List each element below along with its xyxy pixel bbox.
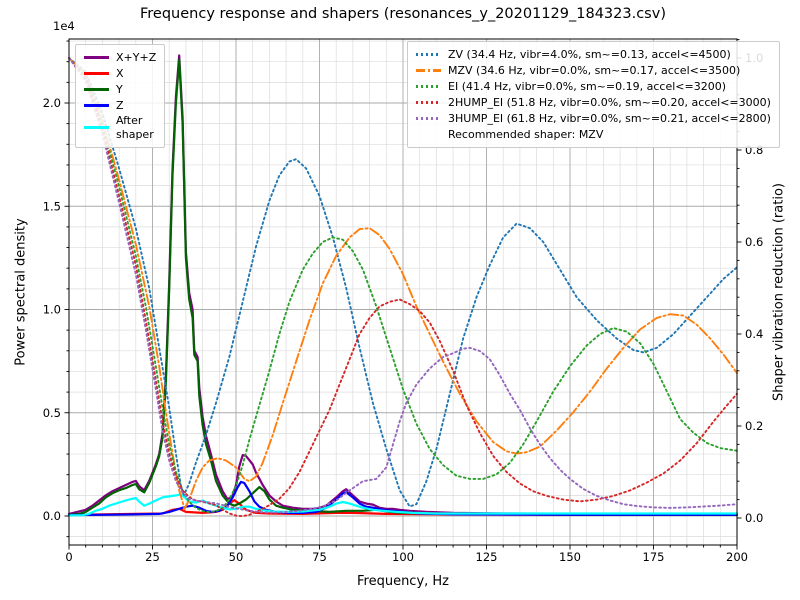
svg-text:150: 150 xyxy=(559,550,581,564)
series-MZV xyxy=(68,57,738,510)
svg-text:0: 0 xyxy=(65,550,72,564)
svg-text:50: 50 xyxy=(229,550,244,564)
x-axis-label: Frequency, Hz xyxy=(356,574,450,589)
xyz-line-sample xyxy=(84,56,109,59)
recommended-shaper-note: Recommended shaper: MZV xyxy=(448,127,604,141)
legend-item-label: ZV (34.4 Hz, vibr=4.0%, sm~=0.13, accel<… xyxy=(448,47,731,61)
svg-text:0.4: 0.4 xyxy=(745,327,763,341)
legend-item-3hump-ei: 3HUMP_EI (61.8 Hz, vibr=0.0%, sm~=0.21, … xyxy=(416,111,771,126)
right-y-axis-label: Shaper vibration reduction (ratio) xyxy=(771,183,787,401)
legend-item-label: X+Y+Z xyxy=(116,50,157,64)
chart-title: Frequency response and shapers (resonanc… xyxy=(140,6,666,22)
legend-item-label: MZV (34.6 Hz, vibr=0.0%, sm~=0.17, accel… xyxy=(448,63,741,77)
left-y-axis-label: Power spectral density xyxy=(13,218,29,366)
svg-text:75: 75 xyxy=(312,550,327,564)
svg-text:0.2: 0.2 xyxy=(745,419,763,433)
3hump-ei-line-sample xyxy=(416,117,441,120)
svg-text:1.0: 1.0 xyxy=(43,303,61,317)
svg-text:2.0: 2.0 xyxy=(43,96,61,110)
legend-item-after-shaper: After shaper xyxy=(84,114,156,142)
x-line-sample xyxy=(84,72,109,75)
svg-text:0.0: 0.0 xyxy=(745,511,763,525)
legend-item-label: Y xyxy=(116,82,123,96)
legend-item-xyz: X+Y+Z xyxy=(84,50,156,65)
svg-text:0.0: 0.0 xyxy=(43,509,61,523)
psd-legend: X+Y+Z X Y Z After shaper xyxy=(75,44,166,148)
legend-item-x: X xyxy=(84,66,156,81)
series-3HUMP_EI xyxy=(68,57,738,514)
2hump-ei-line-sample xyxy=(416,101,441,104)
series-ZV xyxy=(68,57,738,508)
z-line-sample xyxy=(84,104,109,107)
shapers-legend: ZV (34.4 Hz, vibr=4.0%, sm~=0.13, accel<… xyxy=(407,41,780,148)
svg-text:125: 125 xyxy=(476,550,498,564)
legend-item-2hump-ei: 2HUMP_EI (51.8 Hz, vibr=0.0%, sm~=0.20, … xyxy=(416,95,771,110)
legend-item-label: After shaper xyxy=(116,114,154,141)
legend-item-y: Y xyxy=(84,82,156,97)
y-line-sample xyxy=(84,88,109,91)
legend-item-z: Z xyxy=(84,98,156,113)
series-Y xyxy=(67,58,739,517)
svg-text:200: 200 xyxy=(726,550,748,564)
legend-item-label: 3HUMP_EI (61.8 Hz, vibr=0.0%, sm~=0.21, … xyxy=(448,111,771,125)
legend-item-label: EI (41.4 Hz, vibr=0.0%, sm~=0.19, accel<… xyxy=(448,79,726,93)
zv-line-sample xyxy=(416,53,441,56)
axis-offset-label: 1e4 xyxy=(53,19,75,33)
legend-item-label: X xyxy=(116,66,124,80)
legend-item-label: 2HUMP_EI (51.8 Hz, vibr=0.0%, sm~=0.20, … xyxy=(448,95,771,109)
svg-text:25: 25 xyxy=(145,550,160,564)
svg-text:0.6: 0.6 xyxy=(745,235,763,249)
svg-text:1.5: 1.5 xyxy=(43,199,61,213)
after-shaper-line-sample xyxy=(84,126,109,130)
legend-item-ei: EI (41.4 Hz, vibr=0.0%, sm~=0.19, accel<… xyxy=(416,79,771,94)
legend-item-label: Z xyxy=(116,98,124,112)
ei-line-sample xyxy=(416,85,441,88)
svg-text:100: 100 xyxy=(392,550,414,564)
legend-item-zv: ZV (34.4 Hz, vibr=4.0%, sm~=0.13, accel<… xyxy=(416,47,771,62)
legend-recommended-shaper: Recommended shaper: MZV xyxy=(416,127,771,142)
svg-text:0.5: 0.5 xyxy=(43,406,61,420)
mzv-line-sample xyxy=(416,69,441,72)
series-2HUMP_EI xyxy=(68,57,738,518)
legend-item-mzv: MZV (34.6 Hz, vibr=0.0%, sm~=0.17, accel… xyxy=(416,63,771,78)
svg-text:175: 175 xyxy=(643,550,665,564)
